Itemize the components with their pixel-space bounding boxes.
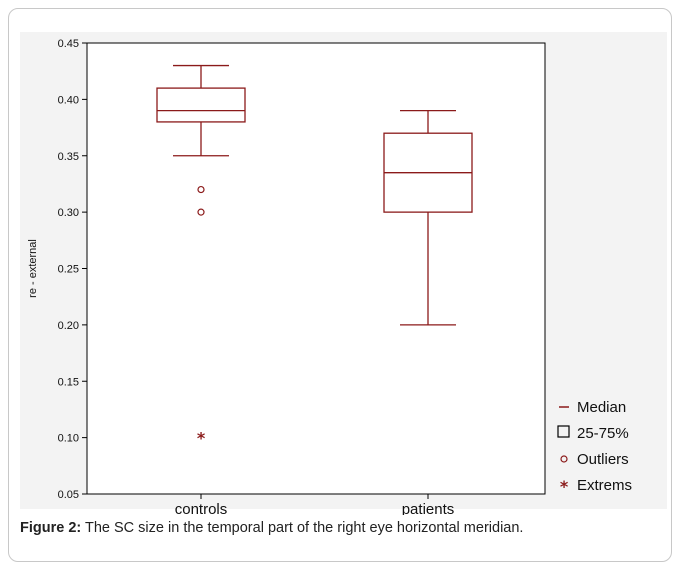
y-tick-label: 0.10 <box>58 433 79 445</box>
box-controls: * <box>156 64 246 448</box>
x-tick-label-patients: patients <box>402 501 455 515</box>
caption-text: The SC size in the temporal part of the … <box>81 520 524 536</box>
legend-extreme-symbol: * <box>560 477 569 496</box>
y-tick-label: 0.35 <box>58 151 79 163</box>
legend-item-25-75-: 25-75% <box>557 425 629 442</box>
y-tick-label: 0.05 <box>58 489 79 501</box>
y-tick-label: 0.15 <box>58 376 79 388</box>
extreme-point: * <box>197 429 206 448</box>
outlier-point <box>197 208 205 216</box>
legend-box-symbol <box>557 425 570 438</box>
legend-label: Median <box>577 399 626 416</box>
y-tick-label: 0.20 <box>58 320 79 332</box>
legend-label: Outliers <box>577 451 629 468</box>
caption-label: Figure 2: <box>20 520 82 536</box>
legend-item-median: Median <box>559 399 626 416</box>
legend-label: Extrems <box>577 477 632 494</box>
plot-frame <box>86 42 546 495</box>
box-patients <box>383 110 473 326</box>
y-tick-label: 0.25 <box>58 264 79 276</box>
legend: Median 25-75% Outliers * Extrems <box>557 399 632 496</box>
iqr-box <box>156 87 246 123</box>
legend-item-extrems: * Extrems <box>560 477 632 496</box>
x-tick-label-controls: controls <box>175 501 228 515</box>
y-tick-label: 0.30 <box>58 207 79 219</box>
box-plot-chart: 0.05 0.10 0.15 0.20 0.25 0.30 0.35 0.40 0.45 re -… <box>27 38 632 515</box>
figure-caption: Figure 2: The SC size in the temporal pa… <box>20 520 670 536</box>
boxes: * <box>156 64 473 448</box>
axes: 0.05 0.10 0.15 0.20 0.25 0.30 0.35 0.40 0.45 re -… <box>27 38 546 515</box>
legend-item-outliers: Outliers <box>560 451 629 468</box>
outlier-point <box>197 185 205 194</box>
y-tick-label: 0.45 <box>58 38 79 50</box>
legend-outlier-symbol <box>560 455 568 463</box>
y-axis-label: re - external <box>27 239 39 298</box>
y-tick-label: 0.40 <box>58 94 79 106</box>
legend-label: 25-75% <box>577 425 629 442</box>
